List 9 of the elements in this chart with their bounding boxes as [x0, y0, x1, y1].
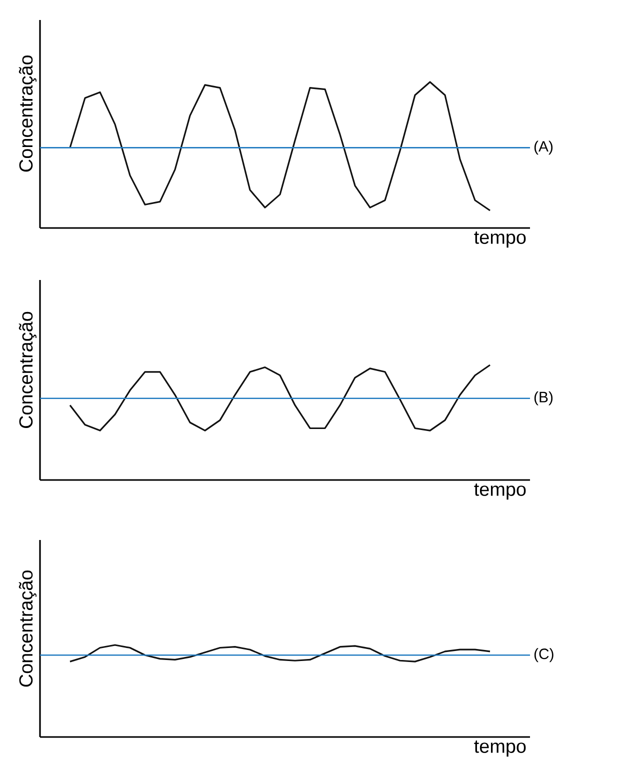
- x-axis-title: tempo: [474, 484, 526, 500]
- y-axis-title: Concentração: [18, 570, 36, 687]
- x-axis-title: tempo: [474, 232, 526, 248]
- y-axis-title: Concentração: [18, 312, 36, 428]
- y-axis-title: Concentração: [18, 55, 36, 172]
- ref-line-label: (B): [534, 391, 553, 406]
- ref-line-label: (A): [534, 140, 553, 155]
- ref-line-label: (C): [534, 648, 554, 662]
- x-axis-title: tempo: [474, 740, 526, 757]
